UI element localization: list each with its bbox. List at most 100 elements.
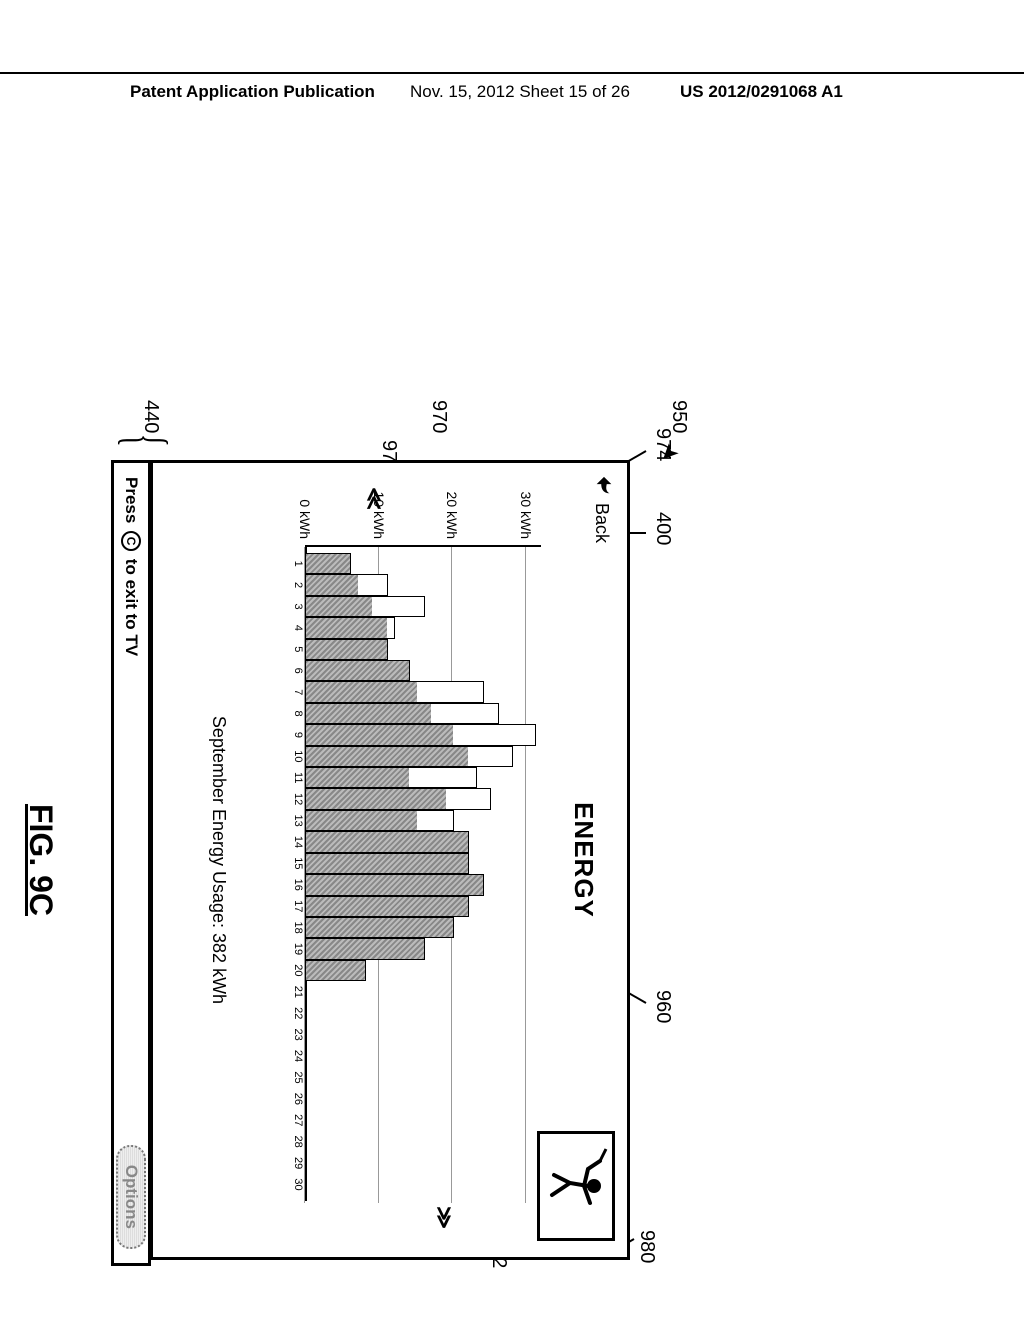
bar xyxy=(307,596,425,617)
bar-column: 14 xyxy=(307,831,469,852)
x-tick-label: 7 xyxy=(292,689,307,695)
x-tick-label: 20 xyxy=(292,964,307,976)
x-tick-label: 2 xyxy=(292,582,307,588)
x-tick-label: 17 xyxy=(292,900,307,912)
callout-960: 960 xyxy=(651,990,674,1023)
status-hint: Press C to exit to TV xyxy=(121,477,142,656)
bar-column: 10 xyxy=(307,746,514,767)
x-tick-label: 23 xyxy=(292,1029,307,1041)
bar xyxy=(307,617,396,638)
x-tick-label: 9 xyxy=(292,732,307,738)
x-tick-label: 29 xyxy=(292,1157,307,1169)
bar-column: 8 xyxy=(307,703,499,724)
figure-9c: 950 ➤ 400 974 960 980 970 { 972 972 440 … xyxy=(150,460,630,1280)
x-tick-label: 6 xyxy=(292,668,307,674)
status-prefix: Press xyxy=(122,477,141,523)
status-suffix: to exit to TV xyxy=(122,559,141,656)
leader-line xyxy=(630,532,646,534)
energy-bar-chart: 1234567891011121314151617181920212223242… xyxy=(271,545,541,1201)
chevron-right-icon[interactable]: ≫ xyxy=(431,1206,457,1229)
bar xyxy=(307,724,536,745)
x-tick-label: 22 xyxy=(292,1007,307,1019)
header-middle: Nov. 15, 2012 Sheet 15 of 26 xyxy=(410,82,630,102)
page-header: Patent Application Publication Nov. 15, … xyxy=(0,72,1024,80)
x-tick-label: 12 xyxy=(292,793,307,805)
bar-column: 13 xyxy=(307,810,455,831)
x-tick-label: 21 xyxy=(292,986,307,998)
bar xyxy=(307,960,366,981)
bar-column: 11 xyxy=(307,767,477,788)
bar-column: 6 xyxy=(307,660,410,681)
status-bar: Press C to exit to TV Options xyxy=(111,460,151,1266)
bar-column: 3 xyxy=(307,596,425,617)
x-tick-label: 1 xyxy=(292,561,307,567)
summary-text: September Energy Usage: 382 kWh xyxy=(208,463,229,1257)
bar-column: 20 xyxy=(307,960,366,981)
bar-column: 17 xyxy=(307,896,469,917)
y-tick-label: 30 kWh xyxy=(518,492,534,539)
bar-column: 9 xyxy=(307,724,536,745)
bar xyxy=(307,874,484,895)
bar xyxy=(307,896,469,917)
options-button[interactable]: Options xyxy=(116,1145,146,1249)
bar xyxy=(307,810,455,831)
bar xyxy=(307,917,455,938)
x-tick-label: 24 xyxy=(292,1050,307,1062)
x-tick-label: 16 xyxy=(292,879,307,891)
bar xyxy=(307,853,469,874)
x-tick-label: 10 xyxy=(292,750,307,762)
x-tick-label: 27 xyxy=(292,1114,307,1126)
x-tick-label: 5 xyxy=(292,646,307,652)
y-tick-label: 10 kWh xyxy=(371,492,387,539)
y-tick-label: 0 kWh xyxy=(297,499,313,539)
bar xyxy=(307,553,351,574)
tv-screen: Back ENERGY ≪ ≫ 123456789101112131415161… xyxy=(150,460,630,1260)
bar xyxy=(307,639,388,660)
x-tick-label: 25 xyxy=(292,1071,307,1083)
x-tick-label: 30 xyxy=(292,1178,307,1190)
x-tick-label: 11 xyxy=(292,772,307,783)
chart-plot-area: 1234567891011121314151617181920212223242… xyxy=(305,545,541,1201)
callout-980: 980 xyxy=(635,1230,658,1263)
callout-970: 970 xyxy=(427,400,450,433)
pip-thumbnail[interactable] xyxy=(537,1131,615,1241)
bar xyxy=(307,938,425,959)
bar-column: 19 xyxy=(307,938,425,959)
bar xyxy=(307,788,491,809)
x-tick-label: 8 xyxy=(292,710,307,716)
bar-column: 18 xyxy=(307,917,455,938)
x-tick-label: 3 xyxy=(292,603,307,609)
x-tick-label: 18 xyxy=(292,921,307,933)
callout-440: 440 xyxy=(139,400,162,433)
bar-column: 7 xyxy=(307,681,484,702)
x-tick-label: 14 xyxy=(292,836,307,848)
x-tick-label: 28 xyxy=(292,1136,307,1148)
bar-group: 1234567891011121314151617181920212223242… xyxy=(307,553,543,1195)
bar-column: 4 xyxy=(307,617,396,638)
x-tick-label: 4 xyxy=(292,625,307,631)
x-tick-label: 15 xyxy=(292,857,307,869)
bar-column: 15 xyxy=(307,853,469,874)
bar xyxy=(307,574,388,595)
bar xyxy=(307,703,499,724)
x-tick-label: 19 xyxy=(292,943,307,955)
x-tick-label: 26 xyxy=(292,1093,307,1105)
brace-icon: { xyxy=(111,434,180,447)
figure-caption: FIG. 9C xyxy=(22,460,59,1260)
bar xyxy=(307,767,477,788)
bar-column: 12 xyxy=(307,788,491,809)
bar-column: 16 xyxy=(307,874,484,895)
bar xyxy=(307,681,484,702)
bar-column: 5 xyxy=(307,639,388,660)
x-tick-label: 13 xyxy=(292,814,307,826)
figure-rotated-wrap: 950 ➤ 400 974 960 980 970 { 972 972 440 … xyxy=(150,460,630,1280)
c-button-icon[interactable]: C xyxy=(121,531,141,551)
bar-column: 1 xyxy=(307,553,351,574)
bar-column: 2 xyxy=(307,574,388,595)
header-left: Patent Application Publication xyxy=(130,82,375,102)
bar xyxy=(307,746,514,767)
header-right: US 2012/0291068 A1 xyxy=(680,82,843,102)
y-tick-label: 20 kWh xyxy=(445,492,461,539)
callout-400: 400 xyxy=(651,512,674,545)
callout-974: 974 xyxy=(651,428,674,461)
